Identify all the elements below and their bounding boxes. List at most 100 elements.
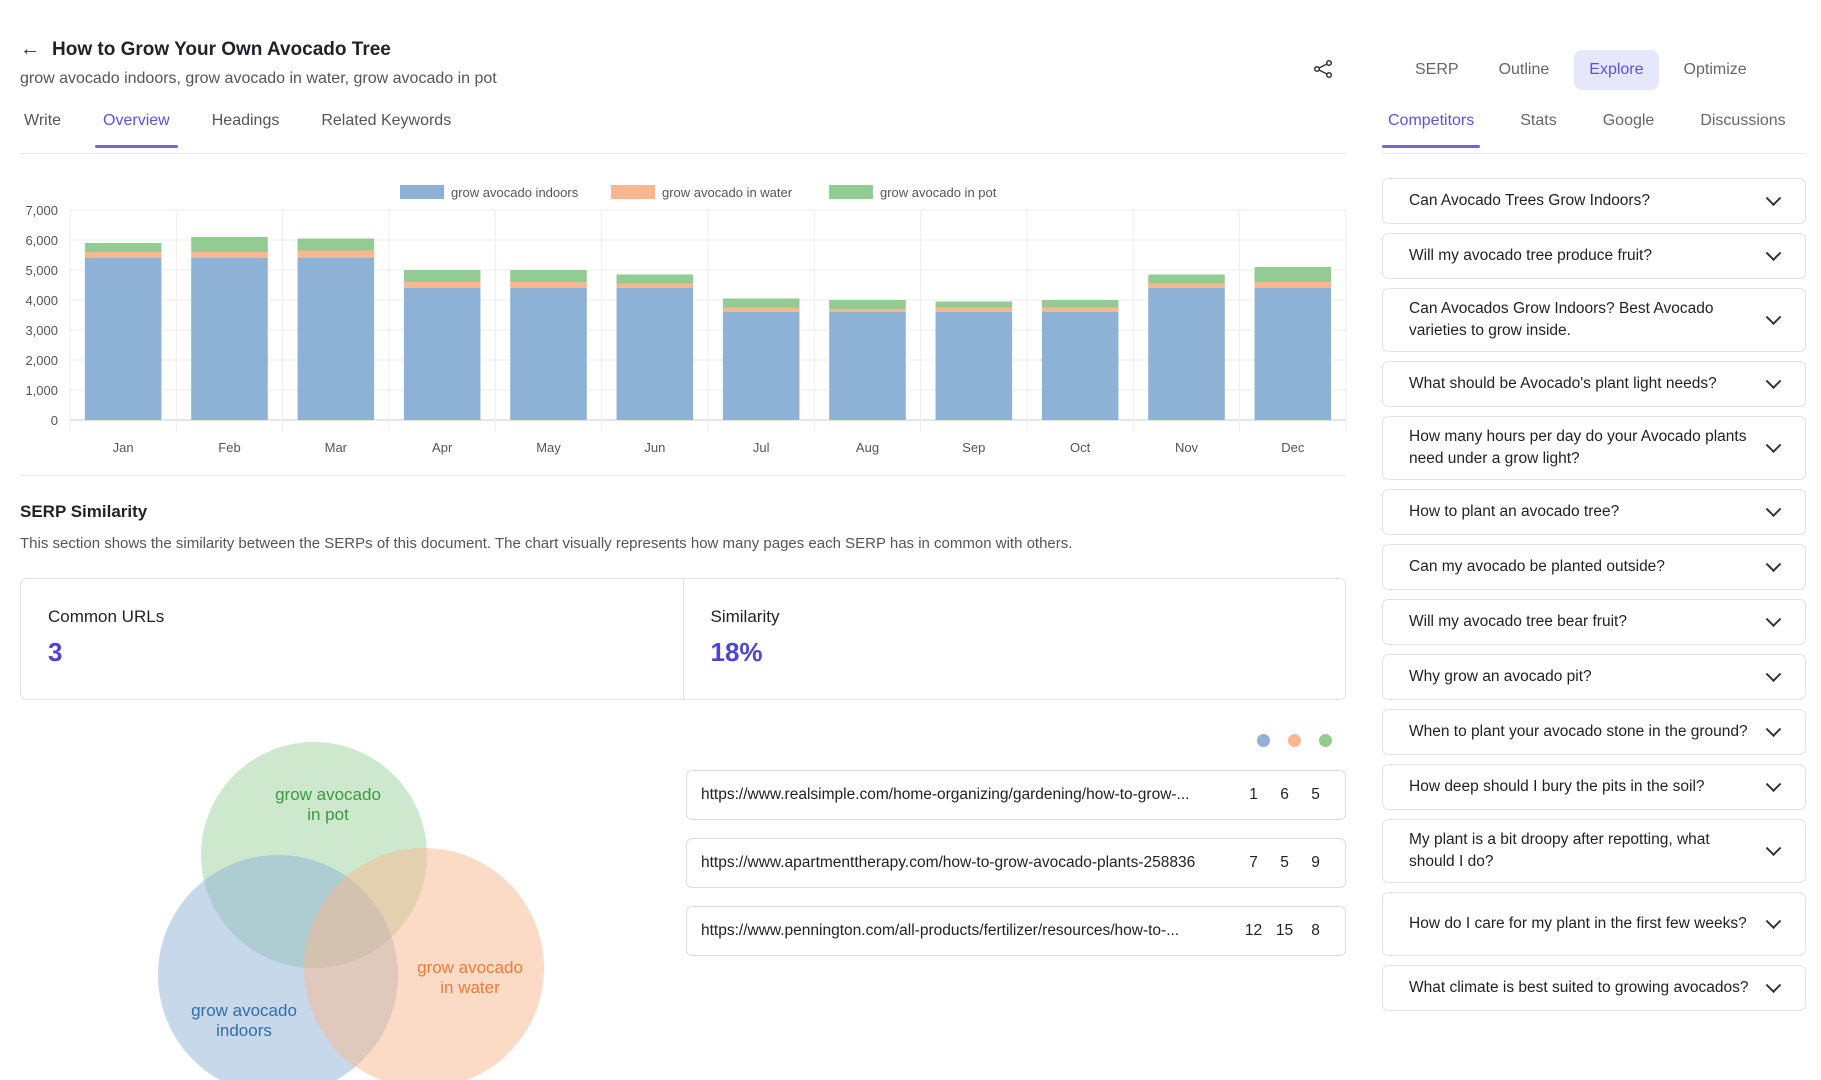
tab-explore[interactable]: Explore — [1574, 50, 1659, 90]
right-top-tabs: SERP Outline Explore Optimize — [1400, 50, 1762, 90]
serp-similarity-heading: SERP Similarity — [20, 502, 148, 521]
tab-related-keywords[interactable]: Related Keywords — [321, 112, 452, 129]
url-row[interactable]: https://www.apartmenttherapy.com/how-to-… — [686, 838, 1346, 888]
similarity-stats: Common URLs 3 Similarity 18% — [20, 578, 1346, 700]
question-item[interactable]: Can Avocados Grow Indoors? Best Avocado … — [1382, 288, 1806, 352]
serp-similarity-description: This section shows the similarity betwee… — [20, 535, 1073, 552]
search-volume-chart: 0 1,000 2,000 3,000 4,000 5,000 6,000 7,000 Jan F… — [25, 185, 1347, 455]
bar-segment — [829, 312, 906, 420]
bar-segment — [935, 307, 1013, 312]
x-tick-label: Jun — [644, 440, 665, 455]
tab-outline[interactable]: Outline — [1498, 61, 1550, 78]
back-arrow-icon[interactable]: ← — [20, 38, 40, 60]
tab-serp[interactable]: SERP — [1415, 61, 1459, 78]
question-item[interactable]: My plant is a bit droopy after repotting… — [1382, 819, 1806, 883]
chevron-down-icon — [1765, 721, 1782, 738]
question-item[interactable]: When to plant your avocado stone in the … — [1382, 709, 1806, 755]
chevron-down-icon — [1765, 977, 1782, 994]
tab-optimize[interactable]: Optimize — [1683, 61, 1747, 78]
tab-google[interactable]: Google — [1602, 112, 1655, 129]
chevron-down-icon — [1765, 913, 1782, 930]
tab-write[interactable]: Write — [24, 112, 62, 129]
x-tick-label: Jan — [113, 440, 134, 455]
bar-segment — [935, 301, 1013, 308]
bar-segment — [297, 258, 375, 420]
tab-overview[interactable]: Overview — [95, 112, 178, 148]
x-tick-label: Aug — [856, 440, 879, 455]
bar-segment — [191, 237, 268, 252]
bar-segment — [191, 258, 268, 420]
rank-value: 12 — [1244, 922, 1263, 939]
bar-segment — [616, 274, 694, 284]
y-tick-label: 7,000 — [25, 203, 58, 218]
url-row[interactable]: https://www.realsimple.com/home-organizi… — [686, 770, 1346, 820]
y-tick-label: 4,000 — [25, 293, 58, 308]
tab-headings[interactable]: Headings — [211, 112, 280, 129]
rank-value: 1 — [1249, 786, 1258, 803]
common-urls-card: Common URLs 3 — [21, 579, 683, 699]
chevron-down-icon — [1765, 501, 1782, 518]
share-icon[interactable] — [1312, 58, 1334, 80]
question-item[interactable]: How to plant an avocado tree? — [1382, 489, 1806, 535]
bar-segment — [84, 252, 162, 258]
question-item[interactable]: How many hours per day do your Avocado p… — [1382, 416, 1806, 480]
y-tick-label: 0 — [51, 413, 58, 428]
question-item[interactable]: How deep should I bury the pits in the s… — [1382, 764, 1806, 810]
url-link[interactable]: https://www.pennington.com/all-products/… — [701, 922, 1180, 939]
question-item[interactable]: How do I care for my plant in the first … — [1382, 892, 1806, 956]
similarity-value: 18% — [710, 637, 763, 667]
bar-segment — [722, 298, 800, 308]
question-item[interactable]: What climate is best suited to growing a… — [1382, 965, 1806, 1011]
bar-segment — [935, 312, 1013, 420]
tab-discussions[interactable]: Discussions — [1700, 112, 1786, 129]
right-sub-tabs: Competitors Stats Google Discussions — [1381, 112, 1821, 148]
url-link[interactable]: https://www.apartmenttherapy.com/how-to-… — [701, 854, 1196, 871]
x-tick-label: Mar — [325, 440, 348, 455]
similarity-card: Similarity 18% — [682, 579, 1346, 699]
bar-segment — [403, 282, 481, 288]
rank-value: 5 — [1311, 786, 1320, 803]
venn-label-indoors: grow avocado indoors — [191, 1001, 297, 1040]
question-item[interactable]: What should be Avocado's plant light nee… — [1382, 361, 1806, 407]
bar-segment — [722, 307, 800, 312]
tab-competitors[interactable]: Competitors — [1381, 112, 1481, 148]
legend-dot-indoors — [1257, 734, 1270, 747]
bar-segment — [510, 282, 587, 288]
rank-value: 9 — [1311, 854, 1320, 871]
common-urls-value: 3 — [48, 637, 63, 667]
bar-segment — [1148, 274, 1225, 284]
x-tick-label: Jul — [753, 440, 770, 455]
question-item[interactable]: Why grow an avocado pit? — [1382, 654, 1806, 700]
y-tick-label: 2,000 — [25, 353, 58, 368]
url-row[interactable]: https://www.pennington.com/all-products/… — [686, 906, 1346, 956]
bar-segment — [510, 270, 587, 282]
question-item[interactable]: Can my avocado be planted outside? — [1382, 544, 1806, 590]
divider — [20, 153, 1346, 154]
y-tick-label: 3,000 — [25, 323, 58, 338]
chevron-down-icon — [1765, 666, 1782, 683]
chevron-down-icon — [1765, 190, 1782, 207]
divider — [1382, 153, 1806, 154]
chevron-down-icon — [1765, 556, 1782, 573]
tab-stats[interactable]: Stats — [1520, 112, 1557, 129]
x-tick-label: Nov — [1175, 440, 1199, 455]
url-link[interactable]: https://www.realsimple.com/home-organizi… — [701, 786, 1190, 803]
y-tick-label: 5,000 — [25, 263, 58, 278]
legend-swatch — [400, 185, 444, 199]
question-item[interactable]: Can Avocado Trees Grow Indoors? — [1382, 178, 1806, 224]
venn-label-water: grow avocado in water — [417, 958, 523, 997]
x-tick-label: Feb — [218, 440, 240, 455]
x-tick-label: Apr — [432, 440, 453, 455]
question-item[interactable]: Will my avocado tree bear fruit? — [1382, 599, 1806, 645]
rank-value: 6 — [1280, 786, 1289, 803]
question-item[interactable]: Will my avocado tree produce fruit? — [1382, 233, 1806, 279]
chevron-down-icon — [1765, 309, 1782, 326]
chevron-down-icon — [1765, 437, 1782, 454]
x-tick-label: Dec — [1281, 440, 1305, 455]
bar-segment — [829, 300, 906, 309]
rank-value: 7 — [1249, 854, 1258, 871]
bar-segment — [1254, 267, 1332, 282]
rank-value: 8 — [1311, 922, 1320, 939]
venn-label-pot: grow avocado in pot — [275, 785, 381, 824]
bar-segment — [191, 252, 268, 258]
